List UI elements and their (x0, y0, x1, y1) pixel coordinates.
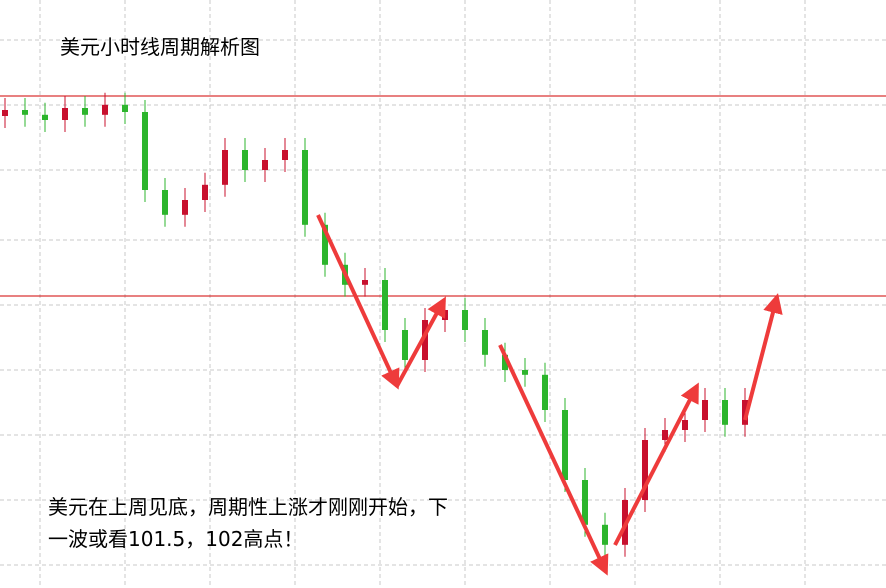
candle-body (162, 190, 168, 215)
candle-body (322, 224, 328, 265)
candle-body (22, 110, 28, 115)
candle-body (82, 108, 88, 115)
candle-body (242, 150, 248, 170)
candle-body (482, 330, 488, 355)
candle-body (2, 110, 8, 116)
candle-body (62, 108, 68, 120)
candle-body (542, 374, 548, 410)
arrow (498, 344, 609, 576)
candle-body (582, 480, 588, 525)
candle-body (502, 354, 508, 370)
candle-body (382, 280, 388, 330)
candle-body (462, 310, 468, 330)
arrow (395, 296, 446, 387)
candle-body (522, 370, 528, 375)
candle-body (182, 200, 188, 215)
candle-body (722, 400, 728, 425)
arrow (743, 293, 783, 421)
candle-body (442, 310, 448, 320)
candle-body (362, 280, 368, 285)
candle-body (202, 184, 208, 200)
candle-body (682, 420, 688, 430)
candle-body (122, 104, 128, 112)
candle-body (402, 330, 408, 360)
candle-body (562, 410, 568, 480)
arrows (316, 214, 783, 576)
arrow (316, 214, 400, 390)
candle-body (42, 114, 48, 120)
annotation: 一波或看101.5，102高点！ (48, 527, 303, 551)
annotation: 美元在上周见底，周期性上涨才刚刚开始，下 (48, 495, 448, 519)
candle-body (102, 104, 108, 115)
candle-body (662, 430, 668, 440)
candle-body (422, 320, 428, 360)
candle-body (222, 150, 228, 185)
arrow (613, 382, 699, 546)
candle-body (702, 400, 708, 420)
candle-body (142, 112, 148, 190)
candle-body (262, 160, 268, 170)
chart-title: 美元小时线周期解析图 (60, 35, 260, 59)
candle-body (602, 524, 608, 545)
candles (0, 92, 886, 557)
candle-body (302, 150, 308, 225)
candle-body (282, 150, 288, 160)
candle-body (642, 440, 648, 500)
